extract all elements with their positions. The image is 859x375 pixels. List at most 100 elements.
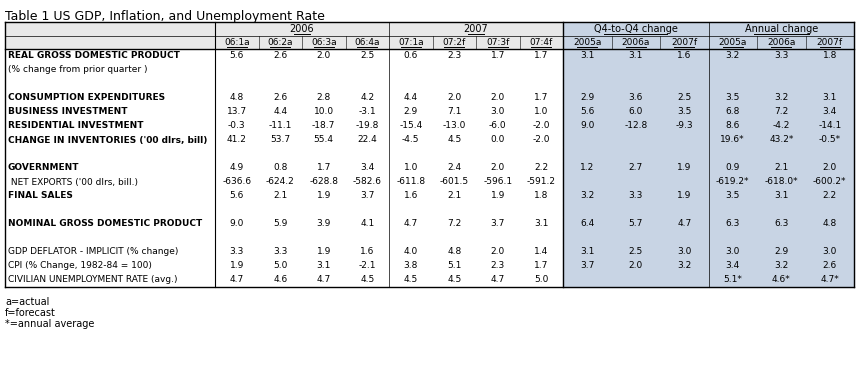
- Text: 2.0: 2.0: [490, 93, 505, 102]
- Text: 3.4: 3.4: [360, 164, 375, 172]
- Text: 4.4: 4.4: [404, 93, 417, 102]
- Text: -624.2: -624.2: [266, 177, 295, 186]
- Text: 2.1: 2.1: [273, 192, 288, 201]
- Bar: [563, 217, 612, 231]
- Bar: [302, 175, 345, 189]
- Bar: [432, 63, 476, 77]
- Text: 3.1: 3.1: [580, 51, 594, 60]
- Bar: [520, 259, 563, 273]
- Bar: [215, 105, 259, 119]
- Bar: [389, 77, 432, 91]
- Bar: [757, 245, 806, 259]
- Text: 3.4: 3.4: [823, 108, 837, 117]
- Text: 8.6: 8.6: [726, 122, 740, 130]
- Bar: [432, 231, 476, 245]
- Text: 1.8: 1.8: [534, 192, 548, 201]
- Bar: [215, 91, 259, 105]
- Bar: [259, 189, 302, 203]
- Text: RESIDENTIAL INVESTMENT: RESIDENTIAL INVESTMENT: [8, 122, 143, 130]
- Text: 3.0: 3.0: [490, 108, 505, 117]
- Text: -3.1: -3.1: [358, 108, 376, 117]
- Text: (% change from prior quarter ): (% change from prior quarter ): [8, 66, 148, 75]
- Text: 6.3: 6.3: [774, 219, 789, 228]
- Bar: [432, 203, 476, 217]
- Text: -9.3: -9.3: [675, 122, 693, 130]
- Text: -0.5*: -0.5*: [819, 135, 841, 144]
- Text: 6.8: 6.8: [726, 108, 740, 117]
- Text: 1.4: 1.4: [534, 248, 548, 256]
- Bar: [259, 36, 302, 49]
- Bar: [563, 273, 612, 287]
- Text: 3.4: 3.4: [726, 261, 740, 270]
- Text: 2.0: 2.0: [490, 164, 505, 172]
- Bar: [389, 22, 563, 36]
- Text: 4.8: 4.8: [823, 219, 837, 228]
- Text: 9.0: 9.0: [580, 122, 594, 130]
- Bar: [345, 203, 389, 217]
- Bar: [660, 91, 709, 105]
- Bar: [806, 161, 854, 175]
- Bar: [5, 259, 215, 273]
- Text: 1.7: 1.7: [534, 51, 548, 60]
- Bar: [709, 36, 757, 49]
- Bar: [5, 133, 215, 147]
- Bar: [259, 77, 302, 91]
- Text: CONSUMPTION EXPENDITURES: CONSUMPTION EXPENDITURES: [8, 93, 165, 102]
- Bar: [345, 231, 389, 245]
- Bar: [215, 36, 259, 49]
- Bar: [520, 217, 563, 231]
- Text: a=actual: a=actual: [5, 297, 49, 307]
- Bar: [432, 49, 476, 63]
- Text: -2.0: -2.0: [533, 135, 550, 144]
- Bar: [709, 119, 757, 133]
- Bar: [5, 273, 215, 287]
- Text: 3.7: 3.7: [360, 192, 375, 201]
- Bar: [612, 189, 660, 203]
- Text: -600.2*: -600.2*: [813, 177, 846, 186]
- Bar: [612, 259, 660, 273]
- Text: -628.8: -628.8: [309, 177, 338, 186]
- Text: -2.1: -2.1: [358, 261, 376, 270]
- Bar: [520, 105, 563, 119]
- Bar: [389, 175, 432, 189]
- Bar: [612, 147, 660, 161]
- Bar: [709, 161, 757, 175]
- Text: 3.7: 3.7: [490, 219, 505, 228]
- Text: 2.5: 2.5: [677, 93, 691, 102]
- Text: 2.3: 2.3: [490, 261, 505, 270]
- Text: 1.2: 1.2: [580, 164, 594, 172]
- Bar: [259, 63, 302, 77]
- Bar: [5, 203, 215, 217]
- Bar: [432, 77, 476, 91]
- Text: 7.1: 7.1: [447, 108, 461, 117]
- Text: 3.5: 3.5: [677, 108, 691, 117]
- Bar: [302, 119, 345, 133]
- Text: 06:2a: 06:2a: [267, 38, 293, 47]
- Bar: [563, 49, 612, 63]
- Bar: [345, 175, 389, 189]
- Bar: [345, 49, 389, 63]
- Bar: [389, 231, 432, 245]
- Bar: [476, 77, 520, 91]
- Bar: [612, 119, 660, 133]
- Bar: [389, 105, 432, 119]
- Bar: [660, 231, 709, 245]
- Text: 3.6: 3.6: [629, 93, 643, 102]
- Text: 3.3: 3.3: [229, 248, 244, 256]
- Text: 3.1: 3.1: [317, 261, 331, 270]
- Text: 07:4f: 07:4f: [530, 38, 553, 47]
- Bar: [215, 259, 259, 273]
- Bar: [432, 175, 476, 189]
- Text: 4.8: 4.8: [229, 93, 244, 102]
- Text: -618.0*: -618.0*: [765, 177, 798, 186]
- Bar: [215, 203, 259, 217]
- Bar: [612, 203, 660, 217]
- Bar: [806, 203, 854, 217]
- Bar: [389, 63, 432, 77]
- Bar: [259, 119, 302, 133]
- Bar: [345, 189, 389, 203]
- Text: 1.9: 1.9: [229, 261, 244, 270]
- Bar: [5, 231, 215, 245]
- Text: 3.1: 3.1: [580, 248, 594, 256]
- Bar: [215, 189, 259, 203]
